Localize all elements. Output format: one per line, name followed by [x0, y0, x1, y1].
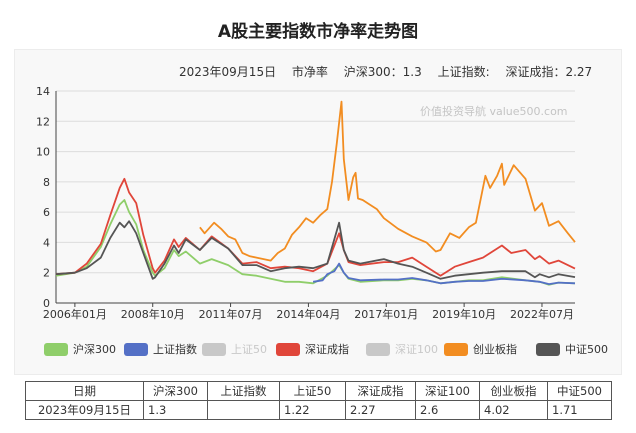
chart-title: A股主要指数市净率走势图: [217, 22, 419, 42]
y-tick-label: 0: [43, 297, 50, 310]
info-item-szcz: 深证成指：2.27: [505, 65, 593, 79]
table-header-cell: 日期: [25, 381, 144, 401]
legend-item-szcz[interactable]: 深证成指: [276, 341, 349, 357]
series-line-sz: [312, 262, 576, 285]
table-cell: 1.3: [143, 400, 208, 420]
watermark: 价值投资导航 value500.com: [420, 105, 568, 118]
x-tick-label: 2014年04月: [276, 307, 340, 321]
series-line-cyb: [199, 100, 576, 262]
legend-swatch: [44, 342, 68, 356]
x-tick-label: 2008年10月: [121, 307, 185, 321]
table-cell: [207, 400, 280, 420]
table-cell: 2.6: [415, 400, 480, 420]
y-tick-label: 10: [36, 146, 50, 159]
legend-swatch: [276, 342, 300, 356]
legend-item-cyb[interactable]: 创业板指: [444, 341, 517, 357]
legend-item-hs300[interactable]: 沪深300: [44, 341, 116, 357]
legend-item-zz500[interactable]: 中证500: [536, 341, 608, 357]
data-table: 日期 沪深300 上证指数 上证50 深证成指 深证100 创业板指 中证500…: [25, 381, 612, 420]
legend-swatch: [202, 342, 226, 356]
series-line-zz500: [55, 220, 576, 280]
legend-label: 上证50: [231, 343, 267, 356]
legend-label: 深证100: [395, 343, 438, 356]
x-tick-label: 2006年01月: [43, 307, 107, 321]
x-tick-label: 2022年07月: [510, 307, 574, 321]
table-header-cell: 深证100: [415, 381, 480, 401]
chart-legend: 沪深300 上证指数 上证50 深证成指 深证100 创业板指 中证500: [44, 341, 608, 357]
legend-swatch: [444, 342, 468, 356]
table-header-cell: 上证指数: [207, 381, 280, 401]
table-header-cell: 沪深300: [143, 381, 208, 401]
series-line-szcz: [55, 177, 576, 277]
legend-item-sz50[interactable]: 上证50: [202, 341, 267, 357]
y-tick-label: 4: [43, 236, 50, 249]
table-row: 2023年09月15日 1.3 1.22 2.27 2.6 4.02 1.71: [25, 400, 612, 420]
info-item-sz: 上证指数:: [437, 65, 490, 79]
info-item-hs300: 沪深300：1.3: [343, 65, 422, 79]
x-tick-label: 2019年10月: [432, 307, 496, 321]
table-cell: 2023年09月15日: [25, 400, 144, 420]
info-metric: 市净率: [291, 65, 328, 79]
legend-label: 创业板指: [473, 343, 517, 356]
legend-label: 中证500: [565, 343, 608, 356]
table-cell: 4.02: [479, 400, 548, 420]
chart-info-line: 2023年09月15日 市净率 沪深300：1.3 上证指数: 深证成指：2.2…: [179, 63, 604, 80]
table-header-cell: 中证500: [547, 381, 612, 401]
y-tick-label: 12: [36, 115, 50, 128]
info-date: 2023年09月15日: [179, 65, 277, 79]
legend-label: 沪深300: [73, 343, 116, 356]
y-tick-label: 6: [43, 206, 50, 219]
y-tick-label: 14: [36, 85, 50, 98]
x-tick-label: 2011年07月: [199, 307, 263, 321]
y-tick-label: 2: [43, 267, 50, 280]
table-header-cell: 上证50: [279, 381, 346, 401]
table-header-cell: 创业板指: [479, 381, 548, 401]
table-header-cell: 深证成指: [345, 381, 416, 401]
table-cell: 1.71: [547, 400, 612, 420]
legend-swatch: [124, 342, 148, 356]
table-cell: 2.27: [345, 400, 416, 420]
legend-item-sz100[interactable]: 深证100: [366, 341, 438, 357]
legend-label: 上证指数: [153, 343, 197, 356]
legend-swatch: [366, 342, 390, 356]
legend-item-sz[interactable]: 上证指数: [124, 341, 197, 357]
legend-label: 深证成指: [305, 343, 349, 356]
legend-swatch: [536, 342, 560, 356]
x-tick-label: 2017年01月: [354, 307, 418, 321]
table-header-row: 日期 沪深300 上证指数 上证50 深证成指 深证100 创业板指 中证500: [25, 381, 612, 401]
y-tick-label: 8: [43, 176, 50, 189]
table-cell: 1.22: [279, 400, 346, 420]
